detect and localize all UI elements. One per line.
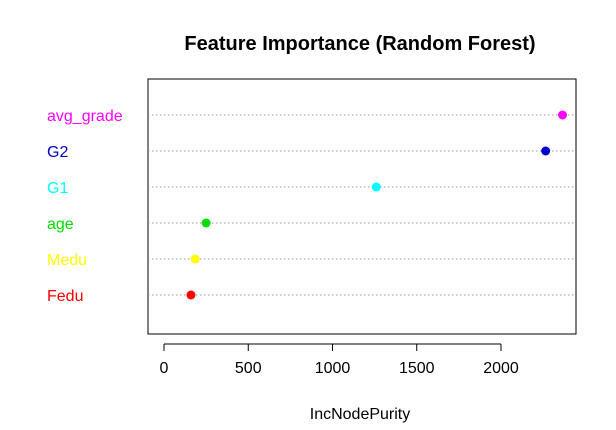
x-tick-label-2000: 2000 <box>483 360 519 377</box>
chart-title: Feature Importance (Random Forest) <box>184 33 535 55</box>
data-point-age <box>201 218 211 228</box>
x-tick-label-500: 500 <box>235 360 262 377</box>
data-point-avg_grade <box>558 110 568 120</box>
category-label-age: age <box>47 216 74 233</box>
category-label-G1: G1 <box>47 180 68 197</box>
grid-lines <box>148 114 576 296</box>
x-tick-label-1500: 1500 <box>399 360 435 377</box>
plot-frame <box>147 78 577 335</box>
x-axis: 0 500 1000 1500 2000 <box>160 343 519 377</box>
data-point-G1 <box>371 182 381 192</box>
category-label-Fedu: Fedu <box>47 288 83 305</box>
category-labels: avg_grade G2 G1 age Medu Fedu <box>47 108 123 305</box>
data-point-G2 <box>541 146 551 156</box>
x-tick-label-0: 0 <box>160 360 169 377</box>
x-tick-label-1000: 1000 <box>315 360 351 377</box>
data-point-Fedu <box>186 290 196 300</box>
data-point-Medu <box>190 254 200 264</box>
category-label-avg_grade: avg_grade <box>47 108 123 125</box>
x-axis-title: IncNodePurity <box>310 406 411 423</box>
category-label-Medu: Medu <box>47 252 87 269</box>
data-points <box>186 110 568 300</box>
category-label-G2: G2 <box>47 144 68 161</box>
